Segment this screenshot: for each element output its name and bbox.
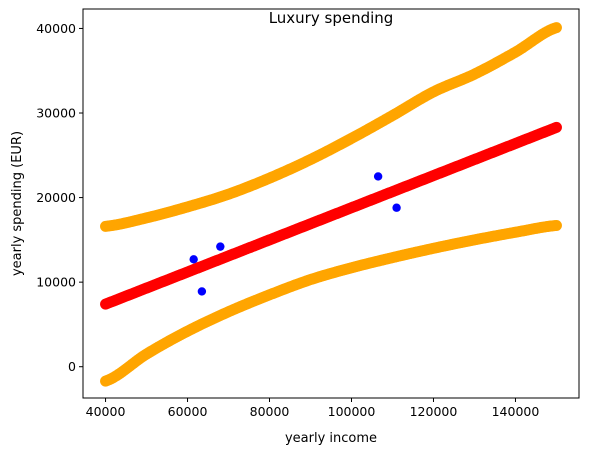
fit-line — [100, 121, 562, 310]
y-tick-label: 10000 — [36, 275, 76, 290]
y-tick-label: 0 — [68, 359, 76, 374]
data-point — [197, 287, 207, 296]
data-point — [189, 255, 198, 264]
interval-band-2-point — [550, 219, 562, 231]
x-tick-label: 100000 — [328, 404, 376, 419]
x-tick-label: 60000 — [168, 404, 208, 419]
y-axis-ticks: 0 10000 20000 30000 40000 — [36, 21, 83, 374]
y-tick-label: 40000 — [36, 21, 76, 36]
x-tick-label: 80000 — [250, 404, 290, 419]
interval-band-1 — [100, 22, 562, 232]
x-tick-label: 40000 — [86, 404, 126, 419]
chart-title: Luxury spending — [269, 9, 394, 27]
interval-band-1-point — [550, 22, 562, 34]
data-point — [373, 172, 383, 181]
observed-points — [189, 172, 401, 296]
y-tick-label: 20000 — [36, 190, 76, 205]
x-tick-label: 120000 — [410, 404, 458, 419]
interval-band-2 — [100, 219, 562, 387]
x-axis-label: yearly income — [285, 431, 377, 446]
x-tick-label: 140000 — [492, 404, 540, 419]
x-axis-ticks: 40000 60000 80000 100000 120000 140000 — [86, 398, 540, 419]
fit-line-point — [550, 121, 562, 133]
data-point — [392, 203, 401, 212]
plot-frame — [82, 8, 580, 399]
y-tick-label: 30000 — [36, 106, 76, 121]
chart-marks — [100, 22, 562, 387]
data-point — [216, 242, 225, 251]
y-axis-label: yearly spending (EUR) — [10, 131, 25, 276]
